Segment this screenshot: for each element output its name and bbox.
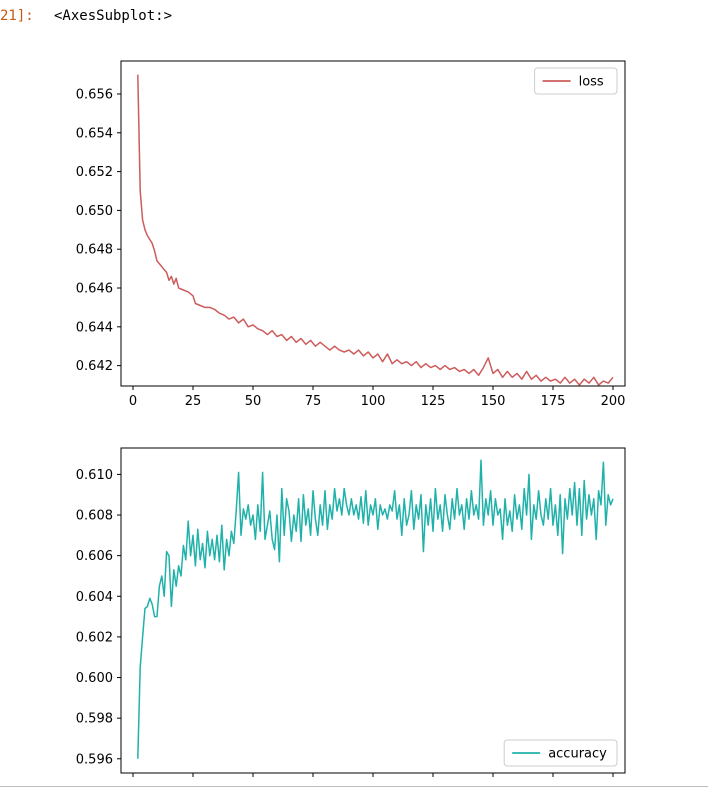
- y-tick-label: 0.646: [76, 282, 113, 297]
- legend-box: [503, 739, 618, 767]
- legend-box: [534, 67, 618, 95]
- cell-prompt: 21]:: [0, 8, 34, 24]
- y-tick-label: 0.648: [76, 243, 113, 258]
- x-tick-label: 175: [541, 394, 566, 409]
- y-tick-label: 0.644: [76, 320, 113, 335]
- chart-1: 0.596 0.598 0.600 0.602 0.604 0.606 0.608 0.610…: [76, 447, 626, 777]
- y-tick-label: 0.606: [76, 549, 113, 564]
- y-tick-label: 0.602: [76, 630, 113, 645]
- x-tick-label: 25: [185, 394, 202, 409]
- x-tick-label: 75: [305, 394, 322, 409]
- series-line-loss: [137, 74, 614, 386]
- y-tick-label: 0.610: [76, 468, 113, 483]
- x-tick-label: 0: [129, 394, 137, 409]
- y-tick-label: 0.604: [76, 590, 113, 605]
- y-tick-label: 0.596: [76, 752, 113, 767]
- y-tick-label: 0.600: [76, 671, 113, 686]
- y-tick-label: 0.652: [76, 165, 113, 180]
- legend-label: loss: [579, 75, 604, 90]
- y-tick-label: 0.608: [76, 509, 113, 524]
- x-tick-label: 125: [421, 394, 446, 409]
- x-tick-label: 50: [245, 394, 262, 409]
- y-tick-label: 0.642: [76, 359, 113, 374]
- chart-0: 0.642 0.644 0.646 0.648 0.650 0.652 0.654 0.656…: [76, 60, 626, 409]
- y-tick-label: 0.650: [76, 204, 113, 219]
- y-tick-label: 0.598: [76, 712, 113, 727]
- legend: loss: [534, 67, 618, 95]
- legend: accuracy: [503, 739, 618, 767]
- series-line-accuracy: [137, 459, 614, 759]
- y-tick-label: 0.656: [76, 87, 113, 102]
- x-tick-label: 200: [601, 394, 626, 409]
- cell-output-text: <AxesSubplot:>: [54, 8, 173, 24]
- x-tick-label: 150: [481, 394, 506, 409]
- legend-label: accuracy: [548, 747, 607, 762]
- y-tick-label: 0.654: [76, 126, 113, 141]
- plot-frame: [120, 60, 626, 387]
- x-tick-label: 100: [361, 394, 386, 409]
- cell-bottom-border: [0, 786, 708, 787]
